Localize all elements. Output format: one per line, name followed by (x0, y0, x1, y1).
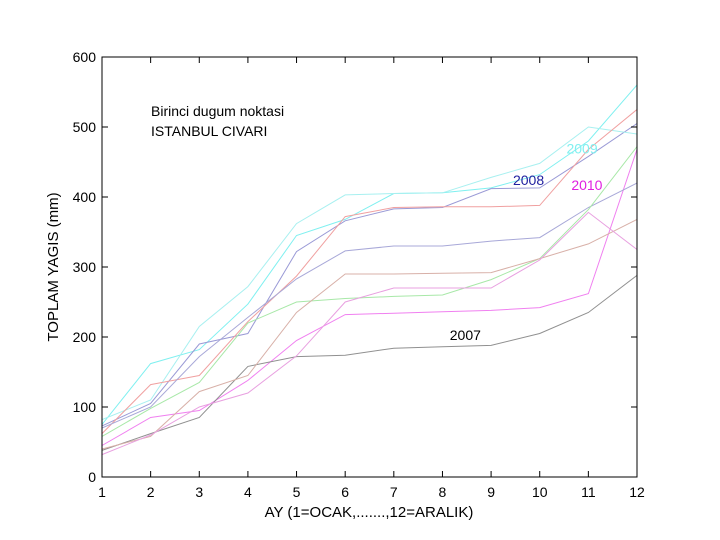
y-tick-label: 100 (73, 399, 97, 415)
x-tick-label: 12 (629, 484, 645, 500)
y-tick-label: 600 (73, 49, 97, 65)
y-tick-label: 400 (73, 189, 97, 205)
x-tick-label: 5 (293, 484, 301, 500)
x-tick-label: 10 (532, 484, 548, 500)
series-label-2007: 2007 (450, 327, 481, 343)
x-tick-label: 1 (98, 484, 106, 500)
x-tick-label: 9 (487, 484, 495, 500)
x-tick-label: 8 (439, 484, 447, 500)
series-line-2008 (101, 123, 638, 427)
series-line-unlabeled-5 (101, 109, 638, 434)
annotation-line-1: Birinci dugum noktasi (151, 103, 284, 119)
series-layer (101, 84, 638, 456)
x-tick-label: 3 (195, 484, 203, 500)
y-tick-label: 200 (73, 329, 97, 345)
series-label-2009: 2009 (566, 141, 597, 157)
series-line-unlabeled-9 (101, 211, 638, 456)
annotation-line-2: ISTANBUL CIVARI (151, 123, 267, 139)
y-tick-label: 500 (73, 119, 97, 135)
plot-frame (101, 56, 638, 478)
y-axis-label: TOPLAM YAGIS (mm) (45, 192, 62, 341)
series-line-unlabeled-8 (101, 218, 638, 450)
x-tick-label: 2 (147, 484, 155, 500)
x-tick-label: 4 (244, 484, 252, 500)
series-line-unlabeled-7 (101, 146, 638, 437)
series-line-unlabeled-4 (101, 126, 638, 421)
series-label-layer: 2009 2008 2010 2007 (450, 141, 603, 343)
y-tick-label: 300 (73, 259, 97, 275)
x-axis-label: AY (1=OCAK,.......,12=ARALIK) (265, 504, 474, 521)
y-tick-label: 0 (88, 469, 96, 485)
series-line-2007 (101, 275, 638, 451)
series-label-2010: 2010 (571, 177, 602, 193)
series-label-2008: 2008 (513, 172, 544, 188)
x-tick-label: 7 (390, 484, 398, 500)
series-line-unlabeled-6 (101, 182, 638, 429)
series-line-2009 (101, 84, 638, 425)
x-tick-label: 11 (581, 484, 596, 500)
x-tick-label: 6 (341, 484, 349, 500)
